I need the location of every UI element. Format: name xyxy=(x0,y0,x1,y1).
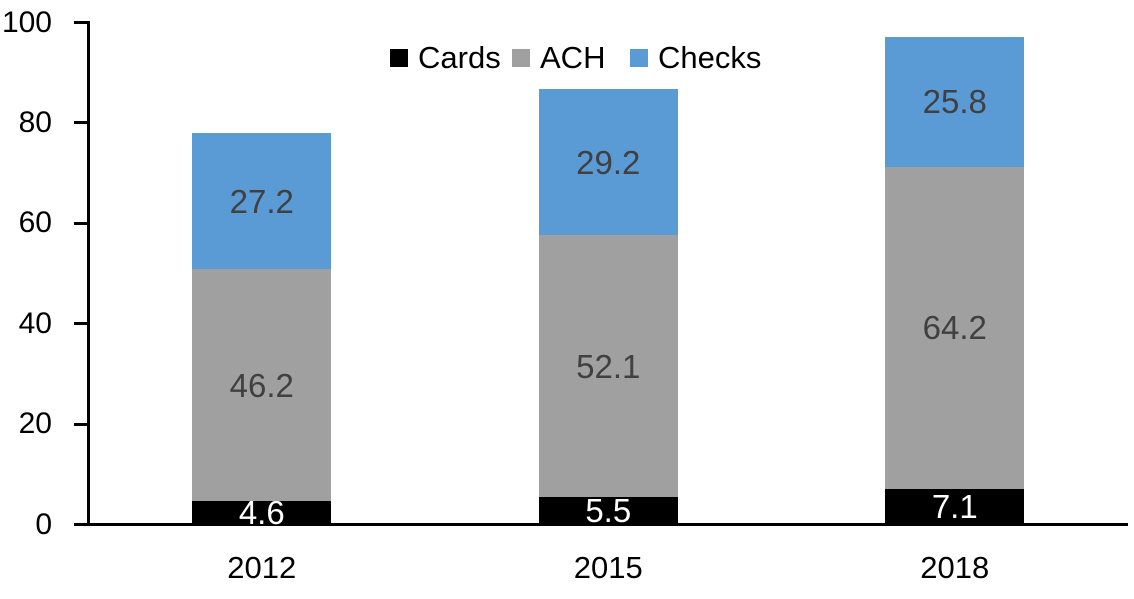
legend-item-ach: ACH xyxy=(512,42,605,74)
legend-swatch-checks-icon xyxy=(630,49,648,67)
bar-segment-checks-2018: 25.8 xyxy=(885,37,1025,167)
legend-swatch-cards-icon xyxy=(390,49,408,67)
y-tick-label-60: 60 xyxy=(18,206,52,240)
y-tick-label-100: 100 xyxy=(1,5,52,39)
bar-label-checks-2012: 27.2 xyxy=(229,182,294,220)
bar-segment-cards-2015: 5.5 xyxy=(538,492,678,530)
y-tick-80 xyxy=(74,121,87,125)
bar-segment-cards-2012: 4.6 xyxy=(192,496,332,529)
bar-label-cards-2015: 5.5 xyxy=(585,492,632,530)
x-label-2015: 2015 xyxy=(573,550,643,585)
x-axis-line xyxy=(77,523,1128,526)
x-label-2018: 2018 xyxy=(920,550,990,585)
y-axis-line xyxy=(87,21,90,526)
bar-label-ach-2015: 52.1 xyxy=(576,347,641,385)
legend-label-ach: ACH xyxy=(540,40,606,75)
y-tick-20 xyxy=(74,422,87,426)
bar-segment-ach-2015: 52.1 xyxy=(538,235,678,497)
legend-label-cards: Cards xyxy=(418,40,501,75)
bar-label-checks-2018: 25.8 xyxy=(922,83,987,121)
bar-label-ach-2018: 64.2 xyxy=(922,309,987,347)
bar-segment-ach-2018: 64.2 xyxy=(885,166,1025,489)
bar-segment-checks-2012: 27.2 xyxy=(192,132,332,270)
bar-segment-cards-2018: 7.1 xyxy=(885,488,1025,526)
y-tick-100 xyxy=(74,21,87,24)
bar-label-ach-2012: 46.2 xyxy=(229,366,294,404)
bar-label-cards-2012: 4.6 xyxy=(238,494,285,532)
y-tick-40 xyxy=(74,322,87,326)
x-label-2012: 2012 xyxy=(227,550,297,585)
y-tick-label-20: 20 xyxy=(18,407,52,441)
bar-segment-checks-2015: 29.2 xyxy=(538,88,678,236)
bar-label-checks-2015: 29.2 xyxy=(576,143,641,181)
y-tick-label-80: 80 xyxy=(18,105,52,139)
y-tick-label-0: 0 xyxy=(35,507,52,541)
y-tick-60 xyxy=(74,221,87,225)
legend-item-cards: Cards xyxy=(390,42,501,74)
legend-label-checks: Checks xyxy=(658,40,762,75)
legend-item-checks: Checks xyxy=(630,42,761,74)
bar-label-cards-2018: 7.1 xyxy=(931,488,978,526)
y-tick-label-40: 40 xyxy=(18,306,52,340)
legend-swatch-ach-icon xyxy=(512,49,530,67)
bar-segment-ach-2012: 46.2 xyxy=(192,269,332,502)
